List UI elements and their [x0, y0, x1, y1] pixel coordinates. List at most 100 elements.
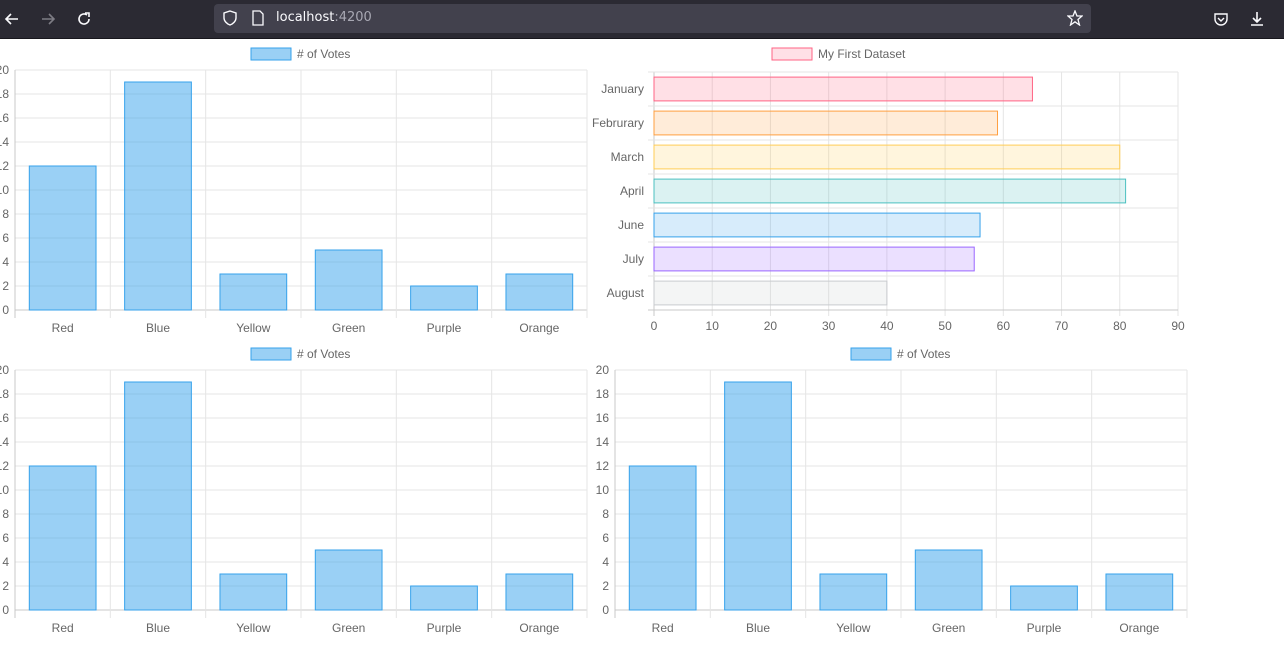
- bar-july: [653, 246, 975, 272]
- legend-label: # of Votes: [297, 347, 350, 361]
- legend-label: # of Votes: [897, 347, 950, 361]
- x-tick-label: Purple: [427, 321, 462, 335]
- x-tick-label: Orange: [1119, 621, 1159, 635]
- y-tick-label: June: [618, 218, 644, 232]
- y-tick-label: 0: [2, 603, 9, 617]
- y-tick-label: July: [623, 252, 644, 266]
- x-tick-label: 90: [1171, 319, 1185, 333]
- bar-blue: [124, 381, 192, 611]
- y-tick-label: 20: [0, 63, 9, 77]
- bar-june: [653, 212, 981, 238]
- y-tick-label: 10: [596, 483, 610, 497]
- legend-label: My First Dataset: [818, 47, 906, 61]
- legend-swatch: [850, 347, 892, 361]
- y-tick-label: 12: [0, 159, 9, 173]
- downloads-button[interactable]: [1245, 7, 1269, 31]
- y-tick-label: 0: [602, 603, 609, 617]
- bar-january: [653, 76, 1033, 102]
- y-tick-label: 16: [596, 411, 610, 425]
- y-tick-label: 8: [602, 507, 609, 521]
- y-tick-label: 10: [0, 483, 9, 497]
- bar-green: [914, 549, 983, 611]
- legend-swatch: [771, 47, 813, 61]
- chart-votes-top-left: # of Votes 0 2 4 6 8 10 12 14 16 18 20 Red Blue Yellow…: [0, 47, 588, 335]
- y-tick-label: 16: [0, 411, 9, 425]
- y-tick-label: 14: [0, 135, 9, 149]
- back-arrow-icon: [4, 13, 18, 25]
- bar-green: [314, 549, 383, 611]
- bar-april: [653, 178, 1127, 204]
- y-tick-label: January: [601, 82, 644, 96]
- bar-blue: [124, 81, 192, 311]
- x-tick-label: Red: [52, 621, 74, 635]
- reload-icon: [78, 12, 90, 25]
- forward-button[interactable]: [36, 7, 60, 31]
- x-tick-label: Green: [932, 621, 965, 635]
- y-tick-label: 18: [0, 387, 9, 401]
- forward-arrow-icon: [42, 13, 56, 25]
- y-tick-label: 2: [2, 579, 9, 593]
- x-tick-label: Blue: [146, 321, 170, 335]
- y-tick-label: 18: [596, 387, 610, 401]
- x-tick-label: Yellow: [236, 621, 271, 635]
- y-tick-label: 6: [2, 231, 9, 245]
- bar-purple: [410, 285, 478, 311]
- y-tick-label: 8: [2, 507, 9, 521]
- bookmark-star-icon[interactable]: [1067, 10, 1083, 26]
- y-tick-label: 2: [2, 279, 9, 293]
- x-tick-label: 70: [1055, 319, 1069, 333]
- y-tick-label: Februrary: [592, 116, 644, 130]
- legend-swatch: [250, 47, 292, 61]
- bar-yellow: [819, 573, 888, 611]
- y-tick-label: 4: [2, 255, 9, 269]
- bar-purple: [410, 585, 478, 611]
- bar-purple: [1010, 585, 1078, 611]
- bar-orange: [1105, 573, 1174, 611]
- pocket-button[interactable]: [1209, 7, 1233, 31]
- shield-icon[interactable]: [222, 10, 238, 26]
- url-text[interactable]: localhost:4200: [276, 10, 372, 25]
- bar-yellow: [219, 273, 288, 311]
- y-tick-label: 10: [0, 183, 9, 197]
- y-tick-label: 0: [2, 303, 9, 317]
- x-tick-label: Blue: [146, 621, 170, 635]
- chart-votes-bottom-left: # of Votes 0 2 4 6 8 10 12 14 16 18 20 Red Blue Yellow…: [0, 347, 588, 635]
- y-tick-label: 14: [596, 435, 610, 449]
- x-tick-label: 0: [651, 319, 658, 333]
- x-tick-label: Blue: [746, 621, 770, 635]
- y-tick-label: 4: [2, 555, 9, 569]
- bar-green: [314, 249, 383, 311]
- browser-toolbar: localhost:4200: [0, 0, 1284, 39]
- page-icon[interactable]: [250, 10, 266, 26]
- x-tick-label: Yellow: [236, 321, 271, 335]
- y-tick-label: August: [607, 286, 645, 300]
- x-tick-label: Purple: [1027, 621, 1062, 635]
- y-tick-label: 4: [602, 555, 609, 569]
- x-tick-label: Red: [652, 621, 674, 635]
- x-tick-label: Purple: [427, 621, 462, 635]
- y-tick-label: 20: [596, 363, 610, 377]
- y-tick-label: 12: [0, 459, 9, 473]
- back-button[interactable]: [0, 7, 24, 31]
- y-tick-label: 16: [0, 111, 9, 125]
- chart-first-dataset: My First Dataset 0 10 20 30 40 50 60 70 80 90 Janua…: [592, 47, 1185, 333]
- x-tick-label: Yellow: [836, 621, 871, 635]
- y-tick-label: 14: [0, 435, 9, 449]
- y-tick-label: 6: [2, 531, 9, 545]
- bar-orange: [505, 273, 574, 311]
- x-tick-label: 20: [764, 319, 778, 333]
- bar-februrary: [653, 110, 999, 136]
- bar-august: [653, 280, 888, 306]
- y-tick-label: 8: [2, 207, 9, 221]
- y-tick-label: 2: [602, 579, 609, 593]
- reload-button[interactable]: [72, 7, 96, 31]
- url-bar[interactable]: localhost:4200: [214, 4, 1091, 33]
- y-tick-label: 12: [596, 459, 610, 473]
- bar-march: [653, 144, 1121, 170]
- y-tick-label: 6: [602, 531, 609, 545]
- x-tick-label: Green: [332, 321, 365, 335]
- bar-yellow: [219, 573, 288, 611]
- pocket-icon: [1214, 13, 1228, 26]
- y-tick-label: 18: [0, 87, 9, 101]
- bar-red: [628, 465, 697, 611]
